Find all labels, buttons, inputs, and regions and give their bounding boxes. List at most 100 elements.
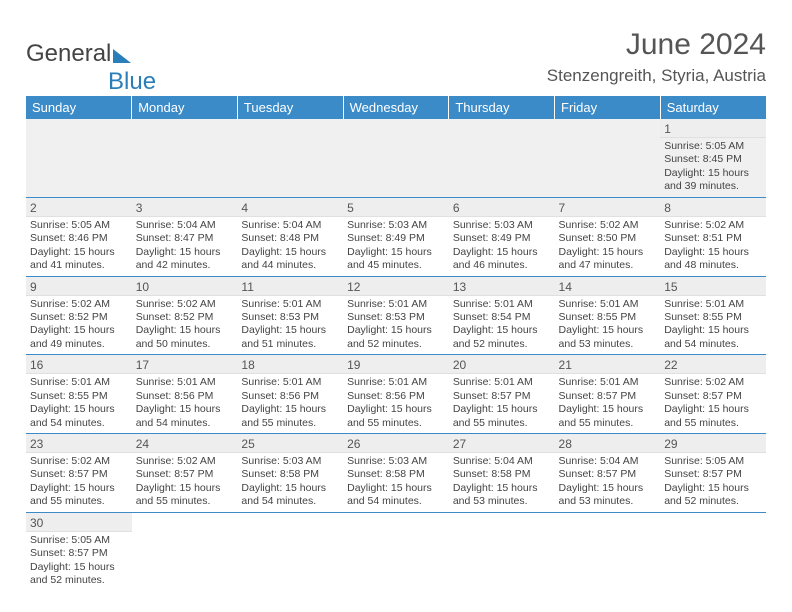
day-content: Sunrise: 5:01 AMSunset: 8:57 PMDaylight:… <box>555 374 661 433</box>
calendar-cell <box>132 119 238 197</box>
sunrise-line: Sunrise: 5:01 AM <box>559 376 639 388</box>
calendar-row: 1Sunrise: 5:05 AMSunset: 8:45 PMDaylight… <box>26 119 766 197</box>
calendar-cell: 11Sunrise: 5:01 AMSunset: 8:53 PMDayligh… <box>237 276 343 355</box>
day-content: Sunrise: 5:01 AMSunset: 8:53 PMDaylight:… <box>343 296 449 355</box>
day-content: Sunrise: 5:02 AMSunset: 8:52 PMDaylight:… <box>26 296 132 355</box>
weekday-header: Thursday <box>449 96 555 119</box>
calendar-cell <box>449 512 555 590</box>
daylight-line: Daylight: 15 hours and 47 minutes. <box>559 246 644 271</box>
calendar-cell: 3Sunrise: 5:04 AMSunset: 8:47 PMDaylight… <box>132 197 238 276</box>
sunset-line: Sunset: 8:56 PM <box>241 390 319 402</box>
daylight-line: Daylight: 15 hours and 42 minutes. <box>136 246 221 271</box>
calendar-cell: 25Sunrise: 5:03 AMSunset: 8:58 PMDayligh… <box>237 434 343 513</box>
sunrise-line: Sunrise: 5:05 AM <box>664 140 744 152</box>
day-content: Sunrise: 5:03 AMSunset: 8:58 PMDaylight:… <box>237 453 343 512</box>
daylight-line: Daylight: 15 hours and 55 minutes. <box>453 403 538 428</box>
calendar-cell: 1Sunrise: 5:05 AMSunset: 8:45 PMDaylight… <box>660 119 766 197</box>
calendar-cell <box>660 512 766 590</box>
calendar-row: 30Sunrise: 5:05 AMSunset: 8:57 PMDayligh… <box>26 512 766 590</box>
daylight-line: Daylight: 15 hours and 54 minutes. <box>241 482 326 507</box>
logo: General <box>26 28 131 68</box>
sunrise-line: Sunrise: 5:01 AM <box>30 376 110 388</box>
day-number: 18 <box>237 355 343 374</box>
day-number: 10 <box>132 277 238 296</box>
day-number: 2 <box>26 198 132 217</box>
calendar-cell <box>26 119 132 197</box>
daylight-line: Daylight: 15 hours and 55 minutes. <box>347 403 432 428</box>
daylight-line: Daylight: 15 hours and 52 minutes. <box>453 324 538 349</box>
sunset-line: Sunset: 8:51 PM <box>664 232 742 244</box>
day-content: Sunrise: 5:01 AMSunset: 8:54 PMDaylight:… <box>449 296 555 355</box>
daylight-line: Daylight: 15 hours and 41 minutes. <box>30 246 115 271</box>
calendar-body: 1Sunrise: 5:05 AMSunset: 8:45 PMDaylight… <box>26 119 766 591</box>
day-number: 11 <box>237 277 343 296</box>
sunset-line: Sunset: 8:46 PM <box>30 232 108 244</box>
calendar-cell: 26Sunrise: 5:03 AMSunset: 8:58 PMDayligh… <box>343 434 449 513</box>
location: Stenzengreith, Styria, Austria <box>547 66 766 86</box>
sunrise-line: Sunrise: 5:05 AM <box>30 534 110 546</box>
calendar-cell: 21Sunrise: 5:01 AMSunset: 8:57 PMDayligh… <box>555 355 661 434</box>
sunset-line: Sunset: 8:56 PM <box>347 390 425 402</box>
daylight-line: Daylight: 15 hours and 50 minutes. <box>136 324 221 349</box>
daylight-line: Daylight: 15 hours and 45 minutes. <box>347 246 432 271</box>
calendar-cell <box>237 119 343 197</box>
calendar-cell: 18Sunrise: 5:01 AMSunset: 8:56 PMDayligh… <box>237 355 343 434</box>
sunset-line: Sunset: 8:57 PM <box>559 468 637 480</box>
day-number: 25 <box>237 434 343 453</box>
calendar-cell: 13Sunrise: 5:01 AMSunset: 8:54 PMDayligh… <box>449 276 555 355</box>
calendar-cell: 6Sunrise: 5:03 AMSunset: 8:49 PMDaylight… <box>449 197 555 276</box>
sunset-line: Sunset: 8:58 PM <box>347 468 425 480</box>
sunrise-line: Sunrise: 5:04 AM <box>453 455 533 467</box>
sunset-line: Sunset: 8:55 PM <box>559 311 637 323</box>
sunset-line: Sunset: 8:57 PM <box>30 547 108 559</box>
day-content: Sunrise: 5:05 AMSunset: 8:45 PMDaylight:… <box>660 138 766 197</box>
daylight-line: Daylight: 15 hours and 49 minutes. <box>30 324 115 349</box>
day-number: 12 <box>343 277 449 296</box>
day-number: 16 <box>26 355 132 374</box>
sunrise-line: Sunrise: 5:02 AM <box>559 219 639 231</box>
calendar-cell: 20Sunrise: 5:01 AMSunset: 8:57 PMDayligh… <box>449 355 555 434</box>
calendar-cell <box>132 512 238 590</box>
calendar-cell <box>237 512 343 590</box>
day-number: 6 <box>449 198 555 217</box>
day-content: Sunrise: 5:05 AMSunset: 8:57 PMDaylight:… <box>26 532 132 591</box>
daylight-line: Daylight: 15 hours and 55 minutes. <box>136 482 221 507</box>
day-content: Sunrise: 5:01 AMSunset: 8:56 PMDaylight:… <box>343 374 449 433</box>
sunset-line: Sunset: 8:53 PM <box>241 311 319 323</box>
sunset-line: Sunset: 8:52 PM <box>30 311 108 323</box>
daylight-line: Daylight: 15 hours and 54 minutes. <box>30 403 115 428</box>
daylight-line: Daylight: 15 hours and 48 minutes. <box>664 246 749 271</box>
day-number: 29 <box>660 434 766 453</box>
day-content: Sunrise: 5:02 AMSunset: 8:57 PMDaylight:… <box>660 374 766 433</box>
sunrise-line: Sunrise: 5:01 AM <box>136 376 216 388</box>
day-number: 9 <box>26 277 132 296</box>
daylight-line: Daylight: 15 hours and 52 minutes. <box>347 324 432 349</box>
calendar-cell: 29Sunrise: 5:05 AMSunset: 8:57 PMDayligh… <box>660 434 766 513</box>
calendar-row: 9Sunrise: 5:02 AMSunset: 8:52 PMDaylight… <box>26 276 766 355</box>
day-number: 14 <box>555 277 661 296</box>
day-content: Sunrise: 5:03 AMSunset: 8:49 PMDaylight:… <box>343 217 449 276</box>
sunrise-line: Sunrise: 5:01 AM <box>347 298 427 310</box>
sunset-line: Sunset: 8:53 PM <box>347 311 425 323</box>
sunset-line: Sunset: 8:57 PM <box>664 390 742 402</box>
calendar-row: 2Sunrise: 5:05 AMSunset: 8:46 PMDaylight… <box>26 197 766 276</box>
sunrise-line: Sunrise: 5:01 AM <box>241 298 321 310</box>
day-content: Sunrise: 5:01 AMSunset: 8:53 PMDaylight:… <box>237 296 343 355</box>
weekday-header: Tuesday <box>237 96 343 119</box>
day-number: 15 <box>660 277 766 296</box>
calendar-cell: 30Sunrise: 5:05 AMSunset: 8:57 PMDayligh… <box>26 512 132 590</box>
sunset-line: Sunset: 8:50 PM <box>559 232 637 244</box>
day-number: 8 <box>660 198 766 217</box>
sunset-line: Sunset: 8:57 PM <box>453 390 531 402</box>
sunrise-line: Sunrise: 5:02 AM <box>30 455 110 467</box>
day-content: Sunrise: 5:02 AMSunset: 8:51 PMDaylight:… <box>660 217 766 276</box>
day-number: 24 <box>132 434 238 453</box>
day-number: 3 <box>132 198 238 217</box>
sunset-line: Sunset: 8:57 PM <box>559 390 637 402</box>
sunset-line: Sunset: 8:52 PM <box>136 311 214 323</box>
day-content: Sunrise: 5:03 AMSunset: 8:58 PMDaylight:… <box>343 453 449 512</box>
calendar-cell: 12Sunrise: 5:01 AMSunset: 8:53 PMDayligh… <box>343 276 449 355</box>
calendar-table: Sunday Monday Tuesday Wednesday Thursday… <box>26 96 766 591</box>
sunrise-line: Sunrise: 5:03 AM <box>347 455 427 467</box>
day-number: 7 <box>555 198 661 217</box>
